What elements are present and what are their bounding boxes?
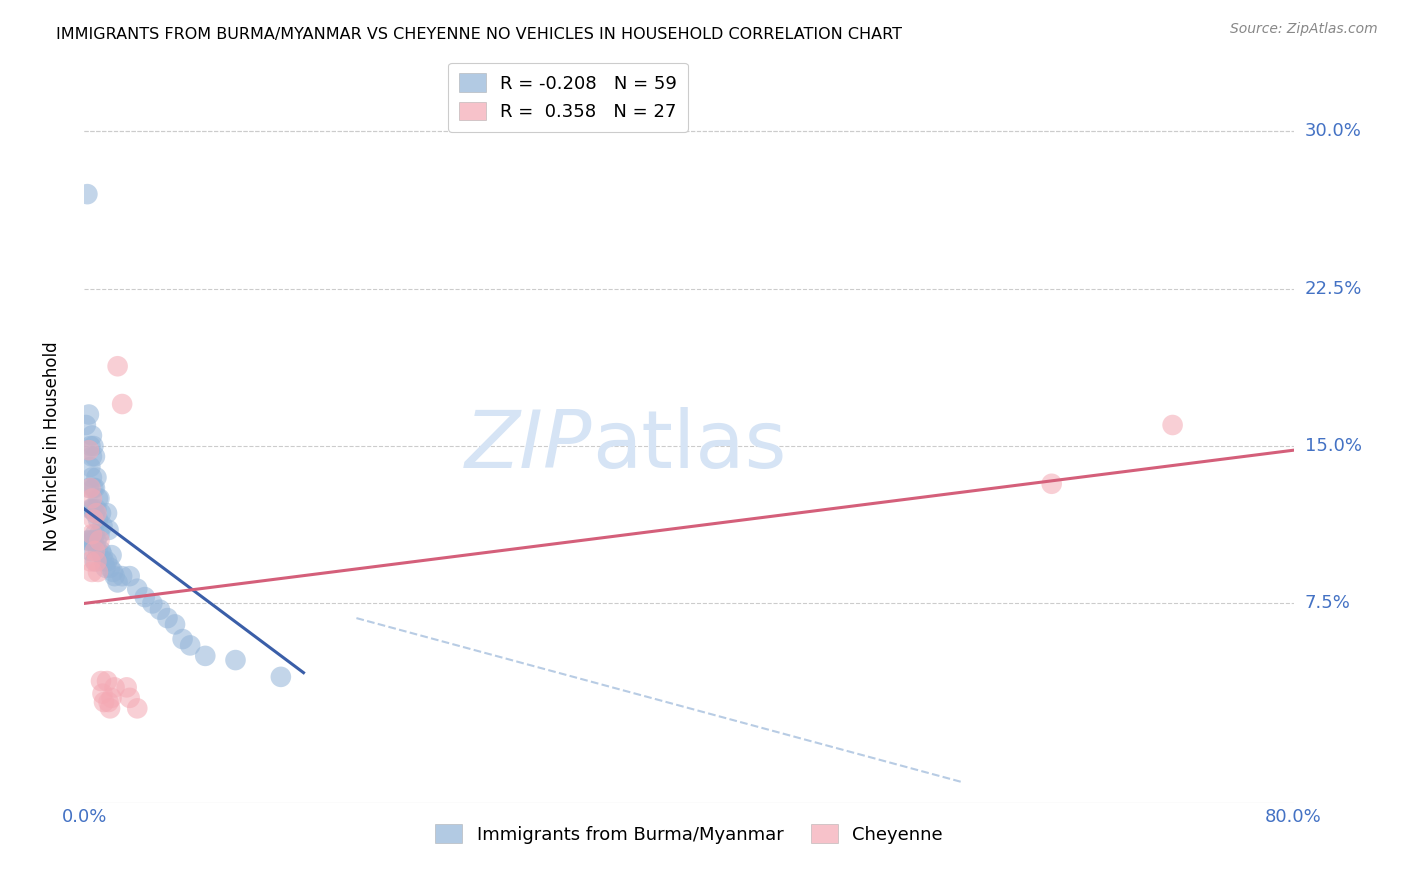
Point [141, 596, 163, 610]
Point [101, 565, 124, 579]
Point [179, 639, 201, 653]
Text: Source: ZipAtlas.com: Source: ZipAtlas.com [1230, 22, 1378, 37]
Text: atlas: atlas [592, 407, 786, 485]
Point [194, 648, 217, 663]
Point [91, 687, 114, 701]
Point [84, 527, 107, 541]
Point [90, 506, 112, 520]
Point [86, 533, 108, 548]
Point [104, 681, 127, 695]
Point [87, 512, 110, 526]
Point [84, 450, 107, 464]
Point [134, 590, 156, 604]
Point [80, 565, 103, 579]
Point [97, 523, 120, 537]
Point [77, 533, 100, 548]
Point [80, 450, 103, 464]
Point [86, 506, 108, 520]
Point [82, 481, 104, 495]
Point [90, 544, 112, 558]
Point [1161, 417, 1184, 432]
Point [82, 512, 104, 526]
Point [96, 506, 118, 520]
Point [107, 575, 129, 590]
Point [97, 695, 120, 709]
Point [80, 470, 103, 484]
Point [80, 527, 103, 541]
Point [100, 548, 122, 562]
Point [79, 481, 101, 495]
Text: 7.5%: 7.5% [1305, 594, 1351, 613]
Point [80, 533, 103, 548]
Point [75, 417, 97, 432]
Point [96, 554, 118, 568]
Legend: Immigrants from Burma/Myanmar, Cheyenne: Immigrants from Burma/Myanmar, Cheyenne [427, 817, 950, 851]
Point [87, 491, 110, 506]
Point [89, 491, 111, 506]
Point [118, 690, 141, 705]
Text: 30.0%: 30.0% [1305, 122, 1361, 140]
Point [270, 670, 292, 684]
Point [91, 548, 114, 562]
Point [86, 502, 108, 516]
Point [86, 470, 108, 484]
Point [1040, 476, 1063, 491]
Point [111, 397, 134, 411]
Point [79, 439, 101, 453]
Point [156, 611, 179, 625]
Point [115, 681, 138, 695]
Point [77, 481, 100, 495]
Point [98, 701, 121, 715]
Point [79, 554, 101, 568]
Point [79, 460, 101, 475]
Point [165, 617, 187, 632]
Point [84, 544, 107, 558]
Point [96, 674, 118, 689]
Point [111, 569, 134, 583]
Text: IMMIGRANTS FROM BURMA/MYANMAR VS CHEYENNE NO VEHICLES IN HOUSEHOLD CORRELATION C: IMMIGRANTS FROM BURMA/MYANMAR VS CHEYENN… [56, 27, 903, 42]
Point [77, 408, 100, 422]
Point [89, 533, 111, 548]
Point [127, 701, 149, 715]
Point [90, 674, 112, 689]
Point [79, 544, 101, 558]
Point [80, 491, 103, 506]
Point [84, 481, 107, 495]
Text: 15.0%: 15.0% [1305, 437, 1361, 455]
Point [77, 443, 100, 458]
Point [127, 582, 149, 596]
Point [84, 554, 107, 568]
Text: 22.5%: 22.5% [1305, 279, 1362, 298]
Point [80, 428, 103, 442]
Point [225, 653, 247, 667]
Point [84, 506, 107, 520]
Point [107, 359, 129, 374]
Point [89, 527, 111, 541]
Point [98, 560, 121, 574]
Point [79, 502, 101, 516]
Point [87, 544, 110, 558]
Point [91, 518, 114, 533]
Point [149, 603, 172, 617]
Point [76, 187, 98, 202]
Point [172, 632, 194, 646]
Point [118, 569, 141, 583]
Point [82, 502, 104, 516]
Point [86, 554, 108, 568]
Point [82, 439, 104, 453]
Point [93, 695, 115, 709]
Text: ZIP: ZIP [465, 407, 592, 485]
Point [82, 533, 104, 548]
Point [80, 502, 103, 516]
Point [76, 533, 98, 548]
Point [94, 560, 117, 574]
Point [87, 565, 110, 579]
Y-axis label: No Vehicles in Household: No Vehicles in Household [42, 341, 60, 551]
Point [93, 554, 115, 568]
Point [100, 690, 122, 705]
Point [104, 569, 127, 583]
